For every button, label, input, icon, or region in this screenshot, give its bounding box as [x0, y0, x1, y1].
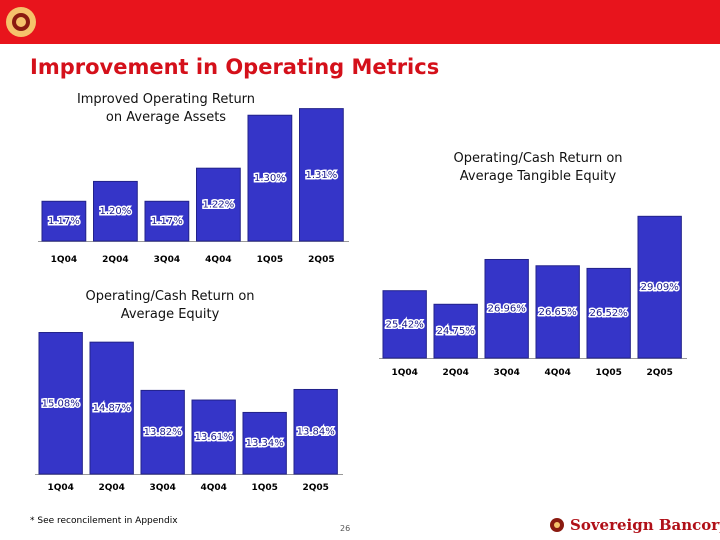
value-label: 1.17%: [48, 216, 80, 227]
logo: [6, 7, 36, 37]
bar: [299, 108, 344, 242]
chart-title: Average Tangible Equity: [460, 169, 617, 184]
x-tick-label: 1Q04: [391, 368, 417, 378]
x-tick-label: 2Q04: [102, 255, 128, 265]
bar: [144, 200, 190, 242]
brand: Sovereign Bancorp: [570, 516, 720, 534]
x-tick-label: 1Q05: [251, 483, 277, 493]
value-label: 13.34%: [246, 438, 284, 449]
value-label: 26.96%: [488, 304, 526, 315]
value-label: 25.42%: [386, 319, 424, 330]
x-tick-label: 1Q05: [595, 368, 621, 378]
value-label: 29.09%: [641, 282, 679, 293]
x-tick-label: 3Q04: [493, 368, 519, 378]
x-tick-label: 2Q05: [646, 368, 672, 378]
bar: [89, 341, 134, 475]
bar: [433, 303, 478, 359]
value-label: 13.84%: [297, 427, 335, 438]
bar: [293, 388, 338, 475]
bar: [586, 267, 631, 359]
value-label: 1.22%: [202, 200, 234, 211]
value-label: 26.65%: [539, 307, 577, 318]
value-label: 1.17%: [151, 216, 183, 227]
value-label: 1.31%: [305, 170, 337, 181]
bar: [93, 180, 138, 242]
x-tick-label: 2Q04: [442, 368, 468, 378]
bar: [247, 114, 293, 242]
x-tick-label: 2Q04: [98, 483, 124, 493]
bar: [535, 265, 580, 359]
brand-logo: [550, 518, 564, 532]
value-label: 13.82%: [144, 427, 182, 438]
value-label: 1.30%: [254, 173, 286, 184]
value-label: 14.87%: [93, 403, 131, 414]
chart-title: Average Equity: [121, 307, 220, 322]
bar: [41, 200, 87, 242]
bar: [196, 167, 241, 242]
bar: [637, 215, 682, 359]
value-label: 1.20%: [99, 206, 131, 217]
x-tick-label: 4Q04: [200, 483, 226, 493]
header-band: [0, 0, 720, 44]
chart-title: on Average Assets: [106, 110, 226, 125]
x-tick-label: 1Q05: [257, 255, 283, 265]
bar: [191, 399, 236, 475]
bar: [484, 258, 529, 359]
slide-title: Improvement in Operating Metrics: [30, 55, 439, 79]
bar: [242, 411, 287, 475]
value-label: 13.61%: [195, 432, 233, 443]
bar: [38, 332, 83, 475]
value-label: 15.08%: [42, 398, 80, 409]
x-tick-label: 1Q04: [51, 255, 77, 265]
chart-title: Operating/Cash Return on: [453, 151, 622, 166]
x-tick-label: 4Q04: [544, 368, 570, 378]
value-label: 26.52%: [590, 308, 628, 319]
x-tick-label: 2Q05: [308, 255, 334, 265]
chart-title: Operating/Cash Return on: [85, 289, 254, 304]
bar: [140, 389, 185, 475]
x-tick-label: 1Q04: [47, 483, 73, 493]
chart-title: Improved Operating Return: [77, 92, 255, 107]
x-tick-label: 3Q04: [154, 255, 180, 265]
x-tick-label: 2Q05: [302, 483, 328, 493]
x-tick-label: 4Q04: [205, 255, 231, 265]
page-number: 26: [340, 524, 350, 533]
x-tick-label: 3Q04: [149, 483, 175, 493]
value-label: 24.75%: [437, 326, 475, 337]
footnote: * See reconcilement in Appendix: [30, 516, 178, 526]
bar: [382, 290, 427, 359]
